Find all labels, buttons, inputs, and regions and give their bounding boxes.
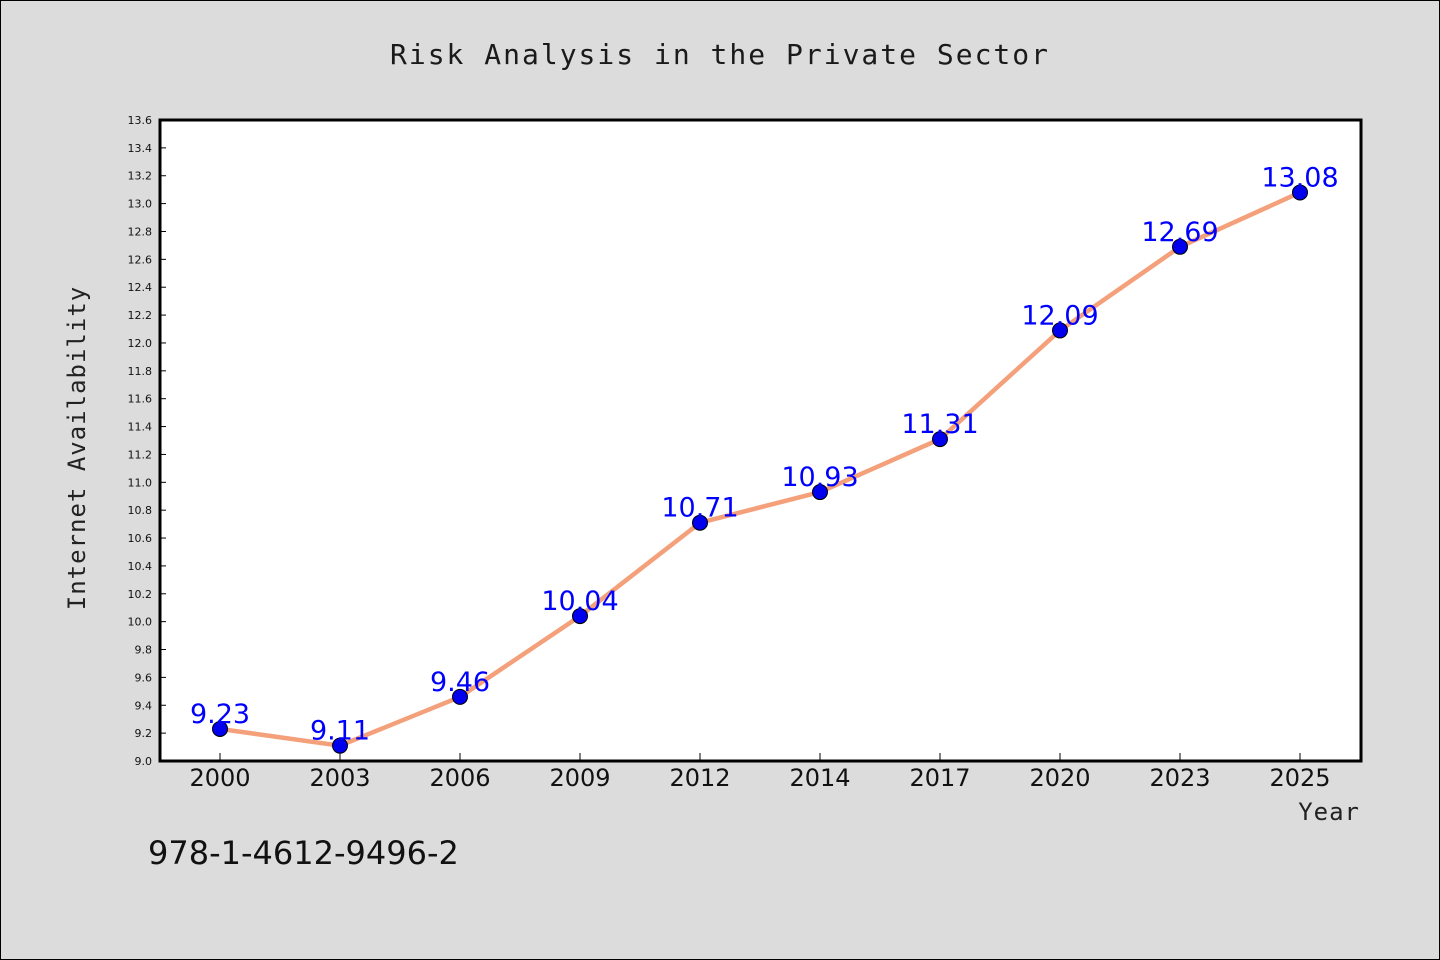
- y-tick-label: 11.4: [128, 421, 153, 434]
- y-tick-label: 11.2: [128, 448, 153, 461]
- y-tick-label: 9.2: [135, 727, 153, 740]
- y-tick-label: 12.8: [128, 225, 153, 238]
- x-tick-label: 2020: [1029, 764, 1090, 792]
- data-label: 9.46: [430, 667, 490, 698]
- y-tick-label: 13.2: [128, 170, 153, 183]
- y-tick-label: 10.2: [128, 588, 153, 601]
- x-tick-label: 2023: [1149, 764, 1210, 792]
- y-tick-label: 11.0: [128, 476, 153, 489]
- x-tick-label: 2014: [789, 764, 850, 792]
- y-tick-label: 13.0: [128, 198, 153, 211]
- data-label: 9.11: [310, 716, 370, 747]
- y-tick-label: 13.6: [128, 114, 153, 127]
- data-label: 12.69: [1141, 217, 1218, 248]
- y-tick-label: 9.0: [135, 755, 153, 768]
- y-tick-label: 9.6: [135, 671, 153, 684]
- data-label: 9.23: [190, 699, 250, 730]
- x-tick-label: 2012: [669, 764, 730, 792]
- chart-title: Risk Analysis in the Private Sector: [390, 38, 1050, 71]
- y-tick-label: 10.0: [128, 616, 153, 629]
- y-tick-label: 10.4: [128, 560, 153, 573]
- data-label: 10.71: [661, 493, 738, 524]
- y-tick-label: 12.4: [128, 281, 153, 294]
- x-tick-label: 2000: [189, 764, 250, 792]
- x-tick-label: 2025: [1269, 764, 1330, 792]
- y-tick-label: 10.8: [128, 504, 153, 517]
- y-tick-label: 12.0: [128, 337, 153, 350]
- x-tick-label: 2017: [909, 764, 970, 792]
- y-tick-label: 13.4: [128, 142, 153, 155]
- y-axis-label: Internet Availability: [63, 286, 91, 610]
- x-tick-label: 2009: [549, 764, 610, 792]
- data-label: 13.08: [1261, 162, 1338, 193]
- data-label: 12.09: [1021, 300, 1098, 331]
- isbn-annotation: 978-1-4612-9496-2: [148, 834, 459, 872]
- y-tick-label: 11.8: [128, 365, 153, 378]
- data-label: 10.93: [781, 462, 858, 493]
- y-tick-label: 10.6: [128, 532, 153, 545]
- y-tick-label: 9.8: [135, 644, 153, 657]
- y-tick-label: 12.6: [128, 253, 153, 266]
- x-tick-label: 2006: [429, 764, 490, 792]
- x-axis-label: Year: [1298, 798, 1360, 826]
- y-tick-label: 11.6: [128, 393, 153, 406]
- data-label: 11.31: [901, 409, 978, 440]
- y-tick-label: 9.4: [135, 699, 153, 712]
- x-tick-label: 2003: [309, 764, 370, 792]
- y-tick-label: 12.2: [128, 309, 153, 322]
- data-label: 10.04: [541, 586, 618, 617]
